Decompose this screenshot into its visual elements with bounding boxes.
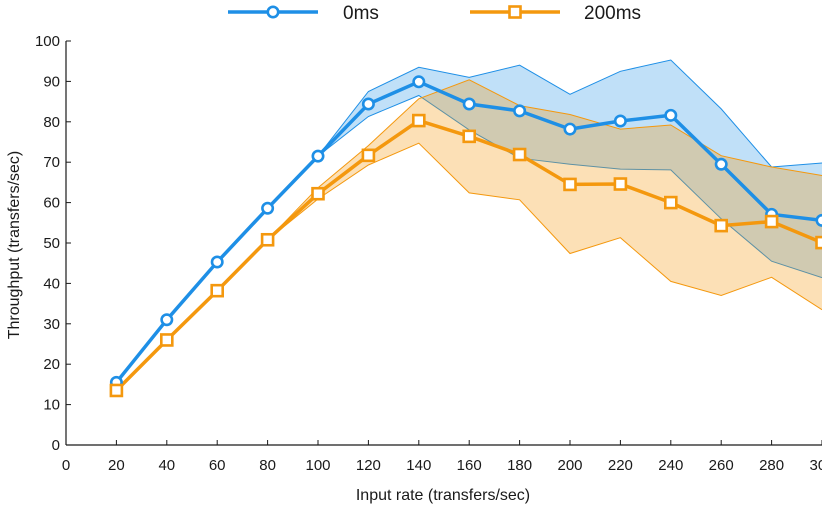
data-point-0ms <box>714 157 728 171</box>
x-tick-label: 120 <box>356 457 381 474</box>
data-point-200ms <box>462 129 477 144</box>
data-point-200ms <box>714 218 729 233</box>
y-tick-label: 40 <box>43 275 60 292</box>
data-point-200ms <box>613 177 628 191</box>
y-tick-label: 70 <box>43 154 60 171</box>
x-tick-label: 200 <box>557 457 582 474</box>
y-tick-label: 60 <box>43 195 60 212</box>
data-point-0ms <box>311 149 325 163</box>
data-point-200ms <box>764 214 779 229</box>
data-point-0ms <box>513 104 527 118</box>
x-tick-label: 0 <box>62 457 70 474</box>
data-point-200ms <box>361 148 376 163</box>
x-tick-label: 220 <box>608 457 633 474</box>
x-tick-label: 300 <box>809 457 822 474</box>
data-point-0ms <box>664 108 678 122</box>
legend-label-200ms: 200ms <box>584 3 641 24</box>
x-tick-label: 20 <box>108 457 125 474</box>
legend: 0ms 200ms <box>228 3 641 24</box>
x-tick-label: 240 <box>658 457 683 474</box>
data-point-0ms <box>412 75 426 89</box>
x-tick-label: 100 <box>305 457 330 474</box>
x-tick-label: 140 <box>406 457 431 474</box>
data-point-200ms <box>512 147 527 162</box>
band-fill-200ms <box>116 79 822 391</box>
data-point-0ms <box>361 97 375 111</box>
data-point-0ms <box>210 255 224 269</box>
y-tick-label: 30 <box>43 316 60 333</box>
x-tick-label: 180 <box>507 457 532 474</box>
x-tick-label: 60 <box>209 457 226 474</box>
data-point-200ms <box>210 283 224 298</box>
x-tick-label: 40 <box>158 457 175 474</box>
y-tick-label: 10 <box>43 397 60 414</box>
y-tick-label: 80 <box>43 114 60 131</box>
data-point-200ms <box>815 235 822 250</box>
legend-marker-0ms <box>266 5 280 19</box>
x-tick-label: 80 <box>259 457 276 474</box>
data-point-0ms <box>462 97 476 111</box>
data-point-0ms <box>261 201 275 215</box>
series-markers <box>109 75 822 398</box>
axes: 0 20 40 60 80 100 120 140 160 180 200 220 240 260 280 3… <box>35 33 822 474</box>
x-tick-label: 260 <box>709 457 734 474</box>
data-point-0ms <box>613 114 627 128</box>
data-point-200ms <box>563 177 577 192</box>
y-tick-label: 20 <box>43 356 60 373</box>
legend-label-0ms: 0ms <box>343 3 379 24</box>
x-tick-label: 280 <box>759 457 784 474</box>
band-fill-0ms <box>116 60 822 383</box>
y-axis-title: Throughput (transfers/sec) <box>6 151 23 340</box>
data-point-200ms <box>663 195 678 210</box>
x-axis-title: Input rate (transfers/sec) <box>356 487 530 504</box>
data-point-200ms <box>311 186 325 201</box>
data-point-200ms <box>109 383 124 398</box>
data-point-0ms <box>815 213 822 227</box>
legend-marker-200ms <box>508 5 522 19</box>
data-point-0ms <box>563 122 577 136</box>
y-tick-label: 90 <box>43 73 60 90</box>
data-point-0ms <box>160 313 174 327</box>
y-tick-label: 100 <box>35 33 60 50</box>
data-point-200ms <box>260 232 275 247</box>
data-point-200ms <box>411 113 426 128</box>
data-point-200ms <box>160 333 174 347</box>
x-tick-label: 160 <box>457 457 482 474</box>
y-tick-label: 50 <box>43 235 60 252</box>
y-tick-label: 0 <box>52 437 60 454</box>
